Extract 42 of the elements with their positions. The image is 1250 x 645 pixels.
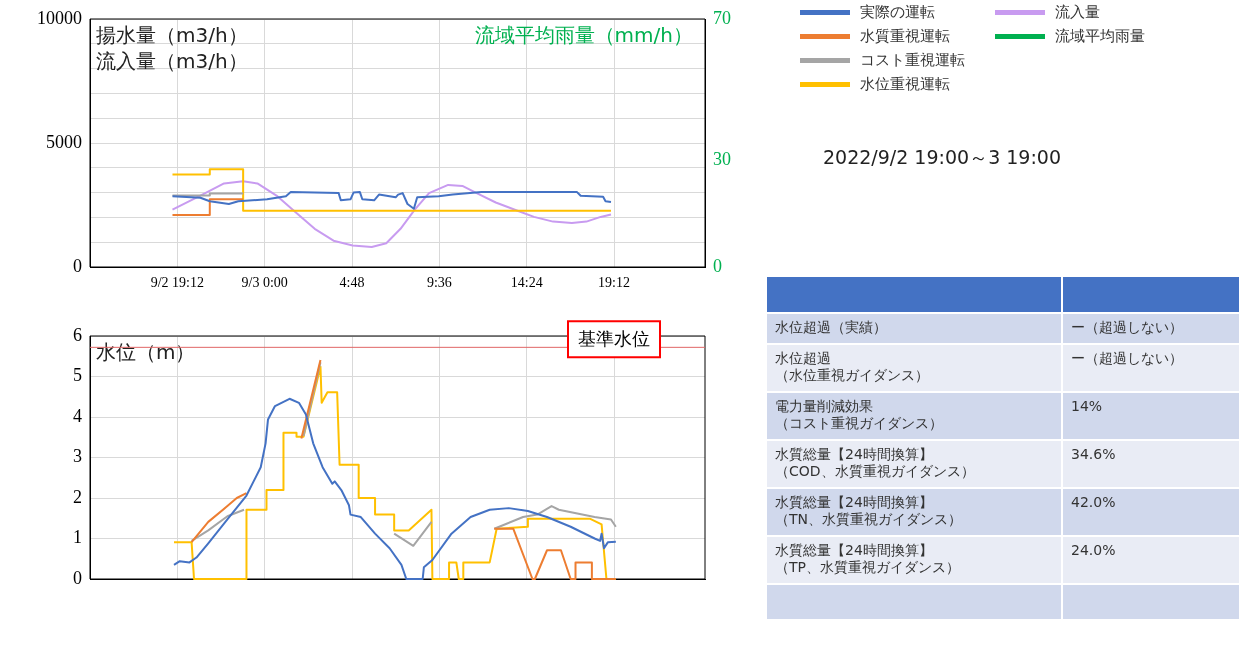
text: 2022/9/2 19:00～3 19:00: [823, 145, 1062, 170]
text: 14%: [1063, 393, 1239, 439]
text: ー（超過しない）: [1063, 314, 1239, 343]
y-tick-label: 2: [73, 486, 82, 507]
x-tick-label: 9/2 19:12: [150, 275, 204, 291]
y2-tick-label: 0: [713, 255, 722, 276]
text: 電力量削減効果（コスト重視ガイダンス）: [767, 393, 1061, 439]
text: 水質総量【24時間換算】（TN、水質重視ガイダンス）: [767, 489, 1061, 535]
x-tick-label: 4:48: [339, 275, 365, 291]
y-tick-label: 6: [73, 324, 82, 345]
legend-label: 実際の運転: [860, 2, 935, 22]
ref-line-label: 基準水位: [578, 328, 650, 350]
legend-label: 水質重視運転: [860, 26, 950, 46]
x-tick-label: 9/3 0:00: [241, 275, 288, 291]
legend-label: 水位重視運転: [860, 74, 950, 94]
text: 42.0%: [1063, 489, 1239, 535]
y2-tick-label: 70: [713, 7, 731, 28]
y-tick-label: 1: [73, 527, 82, 548]
empty-cell: 水質総量【24時間換算】（COD、水質重視ガイダンス）: [767, 441, 1061, 487]
legend-label: 流入量: [1055, 2, 1100, 22]
y2-axis-title: 流域平均雨量（mm/h）: [474, 23, 693, 48]
y-axis-title: 水位（m）: [96, 340, 196, 365]
text: 水位超過（実績）: [767, 314, 1061, 343]
legend-label: コスト重視運転: [860, 50, 965, 70]
x-tick-label: 14:24: [510, 275, 543, 291]
y2-tick-label: 30: [713, 149, 731, 170]
y-tick-label: 3: [73, 446, 82, 467]
empty-cell: ー（超過しない）: [1063, 345, 1239, 391]
y-tick-label: 10000: [37, 7, 82, 28]
empty-cell: 水質総量【24時間換算】（TP、水質重視ガイダンス）: [767, 537, 1061, 583]
x-tick-label: 19:12: [598, 275, 630, 291]
y-tick-label: 5000: [46, 131, 82, 152]
empty-cell: 34.6%: [1063, 441, 1239, 487]
y-tick-label: 0: [73, 567, 82, 588]
legend-label: 流域平均雨量: [1055, 26, 1145, 46]
x-tick-label: 9:36: [426, 275, 452, 291]
empty-cell: 水位超過（水位重視ガイダンス）: [767, 345, 1061, 391]
empty-cell: 24.0%: [1063, 537, 1239, 583]
y-tick-label: 5: [73, 365, 82, 386]
y-tick-label: 4: [73, 405, 82, 426]
y-axis-title: 揚水量（m3/h）流入量（m3/h）: [96, 23, 248, 74]
y-tick-label: 0: [73, 255, 82, 276]
